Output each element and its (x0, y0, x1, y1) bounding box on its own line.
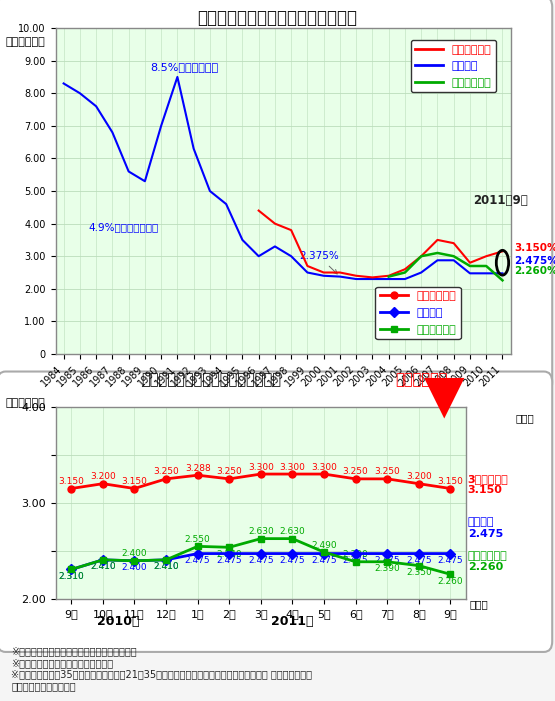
Text: 2.310: 2.310 (58, 572, 84, 581)
Text: （年）: （年） (470, 599, 488, 609)
Text: 2.410: 2.410 (153, 562, 179, 571)
Text: 2.475: 2.475 (248, 556, 274, 565)
Text: 3.150: 3.150 (122, 477, 148, 486)
Text: 2011年9月: 2011年9月 (473, 194, 528, 207)
Text: 3.250: 3.250 (374, 468, 400, 477)
Text: 2.630: 2.630 (280, 527, 305, 536)
Text: 3.150: 3.150 (58, 477, 84, 486)
Text: 2.375%: 2.375% (299, 252, 339, 274)
Text: 2.250%: 2.250% (388, 291, 428, 301)
Text: 2.260: 2.260 (437, 577, 463, 586)
Text: 3年固定金利: 3年固定金利 (468, 474, 508, 484)
Text: ▼: ▼ (423, 370, 465, 422)
Text: 変動金利: 変動金利 (468, 517, 495, 527)
Text: 2010年: 2010年 (98, 615, 140, 628)
Text: 2011年: 2011年 (271, 615, 314, 628)
Text: 3.300: 3.300 (248, 463, 274, 472)
Text: 2.260%: 2.260% (514, 266, 555, 276)
Text: 3.150: 3.150 (437, 477, 463, 486)
Text: 2.550: 2.550 (185, 535, 210, 544)
Text: 2.390: 2.390 (343, 550, 369, 559)
Text: フラット３５: フラット３５ (468, 551, 507, 561)
Text: 2.400: 2.400 (122, 563, 147, 572)
Legend: ３年固定金利, 変動金利, フラット３５: ３年固定金利, 変動金利, フラット３５ (411, 40, 496, 93)
Text: （年率・％）: （年率・％） (6, 37, 46, 47)
Text: 3.250: 3.250 (216, 468, 242, 477)
Text: 2.410: 2.410 (90, 562, 115, 571)
Text: 3.200: 3.200 (90, 472, 116, 482)
Text: 2.475: 2.475 (311, 556, 337, 565)
Text: 2.475: 2.475 (437, 556, 463, 565)
Text: 8.5%（平成３年）: 8.5%（平成３年） (150, 62, 218, 72)
Text: 2.390: 2.390 (374, 564, 400, 573)
Text: 民間金融機関の住宅ローン金利推移: 民間金融機関の住宅ローン金利推移 (141, 372, 281, 388)
Text: 2.475: 2.475 (468, 529, 503, 538)
Text: 2.410: 2.410 (153, 562, 179, 571)
Text: 2.400: 2.400 (122, 550, 147, 559)
Text: 2.475: 2.475 (406, 556, 432, 565)
Text: ※住宅金融支援機構公表のデータを元に編集。
※主要都市銀行における金利を掲載。
※最新のフラット35の金利は、返済期間21～35年タイプの金利の内、取り扱い金融: ※住宅金融支援機構公表のデータを元に編集。 ※主要都市銀行における金利を掲載。 … (11, 646, 312, 691)
Text: （年）: （年） (516, 413, 534, 423)
Text: 2.475%: 2.475% (514, 257, 555, 266)
Text: 2.350: 2.350 (406, 568, 432, 577)
Text: 2.490: 2.490 (311, 540, 337, 550)
Text: 2.475: 2.475 (343, 556, 369, 565)
Text: 3.150: 3.150 (468, 485, 503, 496)
Text: 2.475: 2.475 (216, 556, 242, 565)
Text: 4.9%（昭和６２年）: 4.9%（昭和６２年） (88, 222, 158, 232)
Text: 3.200: 3.200 (406, 472, 432, 482)
Text: 2.310: 2.310 (58, 572, 84, 581)
Text: 2.540: 2.540 (216, 550, 242, 559)
Text: 民間金融機関の住宅ローン金利推移: 民間金融機関の住宅ローン金利推移 (198, 8, 357, 27)
Text: 2.410: 2.410 (90, 562, 115, 571)
Text: 3.300: 3.300 (311, 463, 337, 472)
Text: 3.288: 3.288 (185, 464, 210, 472)
Legend: ３年固定金利, 変動金利, フラット３５: ３年固定金利, 変動金利, フラット３５ (375, 287, 461, 339)
Text: 2.260: 2.260 (468, 562, 503, 573)
Text: 3.300: 3.300 (280, 463, 305, 472)
Text: 3.250: 3.250 (343, 468, 369, 477)
Text: （年率・％）: （年率・％） (6, 398, 46, 408)
Text: 最近１２ヶ月: 最近１２ヶ月 (396, 372, 448, 388)
Text: 2.475: 2.475 (185, 556, 210, 565)
Text: 3.150%: 3.150% (514, 243, 555, 253)
Text: 3.250: 3.250 (153, 468, 179, 477)
Text: 2.630: 2.630 (248, 527, 274, 536)
Text: 2.475: 2.475 (280, 556, 305, 565)
Text: 2.475: 2.475 (375, 556, 400, 565)
